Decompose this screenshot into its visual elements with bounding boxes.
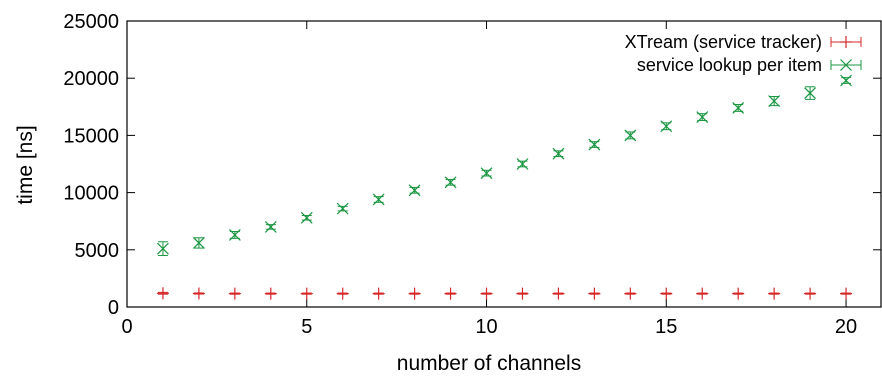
data-point [372, 193, 385, 206]
data-point [192, 287, 205, 300]
legend-entry-1: service lookup per item [637, 55, 862, 75]
plot-frame [126, 20, 882, 308]
x-tick-label: 15 [655, 316, 677, 338]
x-axis-label: number of channels [397, 352, 581, 375]
x-tick-label: 10 [475, 316, 497, 338]
data-point [228, 229, 241, 241]
data-point [552, 147, 565, 160]
data-point [336, 202, 349, 215]
y-tick-label: 0 [108, 297, 119, 319]
y-tick-label: 15000 [63, 125, 119, 147]
data-point [732, 287, 745, 300]
data-point [516, 287, 529, 300]
data-point [480, 167, 493, 180]
data-point [696, 111, 709, 124]
legend-entry-0: XTream (service tracker) [625, 32, 862, 52]
series-0 [156, 287, 853, 300]
data-point [624, 129, 637, 142]
y-tick-label: 5000 [75, 240, 120, 262]
data-point [300, 287, 313, 300]
series-1 [157, 74, 852, 257]
data-point [588, 138, 601, 151]
data-point [264, 220, 277, 233]
data-point [156, 287, 169, 300]
data-point [840, 287, 853, 300]
data-point [660, 287, 673, 300]
data-point [660, 120, 673, 133]
data-point [444, 287, 457, 300]
data-point [408, 287, 421, 300]
ticks: 0 5 10 15 20 0 5000 10000 15000 20000 25000 [63, 11, 881, 338]
data-point [804, 87, 817, 99]
data-point [804, 287, 817, 300]
y-tick-label: 25000 [63, 11, 119, 33]
data-point [588, 287, 601, 300]
data-point [372, 287, 385, 300]
data-point [768, 287, 781, 300]
y-tick-label: 10000 [63, 183, 119, 205]
y-tick-label: 20000 [63, 68, 119, 90]
legend-label: XTream (service tracker) [625, 32, 822, 52]
axes [126, 20, 882, 308]
data-point [336, 287, 349, 300]
y-axis-label: time [ns] [14, 125, 37, 204]
legend-marker [840, 36, 852, 48]
legend-marker [840, 59, 852, 71]
data-point [516, 158, 529, 170]
data-point [840, 74, 852, 87]
data-point [228, 287, 241, 300]
legend: XTream (service tracker) service lookup p… [625, 32, 862, 75]
data-point [552, 287, 565, 300]
data-point [300, 211, 313, 224]
data-point [408, 184, 421, 197]
legend-label: service lookup per item [637, 55, 822, 75]
x-tick-label: 20 [835, 316, 857, 338]
data-point [157, 242, 169, 255]
data-point [480, 287, 493, 300]
data-point [264, 287, 277, 300]
data-point [192, 237, 205, 249]
x-tick-label: 5 [301, 316, 312, 338]
data-point [732, 102, 745, 114]
data-point [624, 287, 637, 300]
data-point [768, 95, 781, 108]
x-tick-label: 0 [121, 316, 132, 338]
plot-area [156, 74, 853, 300]
data-point [696, 287, 709, 300]
data-point [444, 176, 457, 189]
